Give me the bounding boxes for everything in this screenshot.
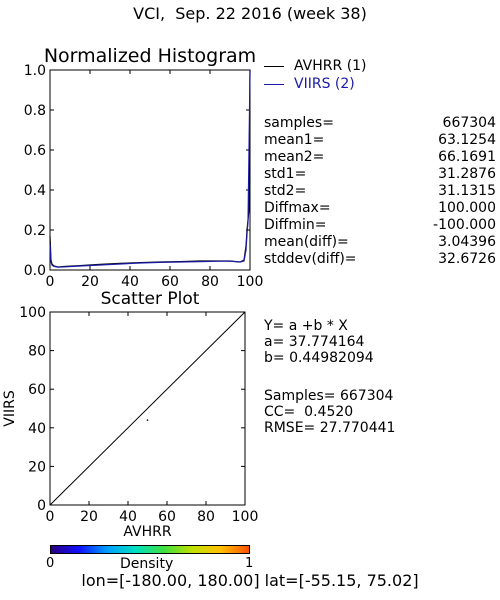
stat-row: mean(diff)= 3.04396 <box>264 234 496 250</box>
x-tick-label: 80 <box>197 509 215 525</box>
x-tick-label: 100 <box>232 509 259 525</box>
scatter-title: Scatter Plot <box>100 289 200 309</box>
fit-line: CC= 0.4520 <box>264 404 354 420</box>
stat-value: 63.1254 <box>438 132 496 148</box>
x-tick-label: 0 <box>46 274 55 290</box>
stat-label: mean2= <box>264 149 325 165</box>
x-tick-label: 60 <box>161 274 179 290</box>
x-tick-label: 20 <box>80 509 98 525</box>
stat-label: samples= <box>264 115 334 131</box>
stat-row: std1= 31.2876 <box>264 166 496 182</box>
histogram-series-viirs <box>49 69 251 268</box>
y-tick-label: 0.6 <box>24 143 46 159</box>
stat-label: std1= <box>264 166 307 182</box>
histogram-title: Normalized Histogram <box>43 45 257 67</box>
stat-value: 100.000 <box>438 200 496 216</box>
y-tick-label: 0.4 <box>24 183 46 199</box>
fit-line: Y= a +b * X <box>264 318 348 334</box>
y-tick-label: 80 <box>28 344 46 360</box>
x-tick-label: 80 <box>201 274 219 290</box>
x-axis-label: AVHRR <box>123 524 172 540</box>
stat-value: 667304 <box>442 115 496 131</box>
colorbar-title: Density <box>120 556 174 572</box>
coordinate-range: lon=[-180.00, 180.00] lat=[-55.15, 75.02… <box>81 571 419 590</box>
y-axis-label: VIIRS <box>2 390 18 427</box>
stat-row: stddev(diff)= 32.6726 <box>264 251 496 267</box>
stat-label: Diffmin= <box>264 217 327 233</box>
y-tick-label: 60 <box>28 382 46 398</box>
page-title: VCI, Sep. 22 2016 (week 38) <box>133 4 367 23</box>
stat-label: stddev(diff)= <box>264 251 357 267</box>
stat-value: -100.000 <box>433 217 496 233</box>
fit-line: RMSE= 27.770441 <box>264 420 396 436</box>
y-tick-label: 0 <box>37 498 46 514</box>
x-tick-label: 100 <box>237 274 264 290</box>
fit-line: a= 37.774164 <box>264 334 365 350</box>
x-tick-label: 40 <box>119 509 137 525</box>
legend-item-viirs: VIIRS (2) <box>264 76 394 92</box>
stat-row: samples= 667304 <box>264 115 496 131</box>
stat-value: 31.2876 <box>438 166 496 182</box>
identity-line <box>49 311 246 506</box>
y-tick-label: 0.8 <box>24 103 46 119</box>
density-colorbar <box>50 545 250 554</box>
legend-label-viirs: VIIRS (2) <box>294 76 355 92</box>
histogram-series-avhrr <box>49 69 251 268</box>
legend-item-avhrr: AVHRR (1) <box>264 58 394 74</box>
fit-line: b= 0.44982094 <box>264 350 374 366</box>
stat-row: std2= 31.1315 <box>264 183 496 199</box>
stat-value: 32.6726 <box>438 251 496 267</box>
stat-label: mean1= <box>264 132 325 148</box>
y-tick-label: 0.0 <box>24 263 46 279</box>
colorbar-max-label: 1 <box>245 556 254 571</box>
stat-value: 66.1691 <box>438 149 496 165</box>
legend-line-avhrr <box>264 66 284 67</box>
y-tick-label: 0.2 <box>24 223 46 239</box>
stat-row: mean1= 63.1254 <box>264 132 496 148</box>
legend-line-viirs <box>264 84 284 85</box>
y-tick-label: 100 <box>19 305 46 321</box>
stat-value: 31.1315 <box>438 183 496 199</box>
x-tick-label: 0 <box>46 509 55 525</box>
histogram-frame <box>49 69 251 271</box>
stat-row: mean2= 66.1691 <box>264 149 496 165</box>
y-tick-label: 20 <box>28 459 46 475</box>
stat-label: std2= <box>264 183 307 199</box>
stat-row: Diffmax= 100.000 <box>264 200 496 216</box>
scatter-frame <box>49 311 246 506</box>
y-tick-label: 40 <box>28 421 46 437</box>
fit-line: Samples= 667304 <box>264 388 394 404</box>
legend-label-avhrr: AVHRR (1) <box>294 58 367 74</box>
colorbar-min-label: 0 <box>46 556 55 571</box>
stat-row: Diffmin= -100.000 <box>264 217 496 233</box>
stat-label: mean(diff)= <box>264 234 349 250</box>
x-tick-label: 40 <box>121 274 139 290</box>
x-tick-label: 20 <box>81 274 99 290</box>
stat-label: Diffmax= <box>264 200 331 216</box>
stat-value: 3.04396 <box>438 234 496 250</box>
x-tick-label: 60 <box>158 509 176 525</box>
scatter-point <box>146 419 149 421</box>
